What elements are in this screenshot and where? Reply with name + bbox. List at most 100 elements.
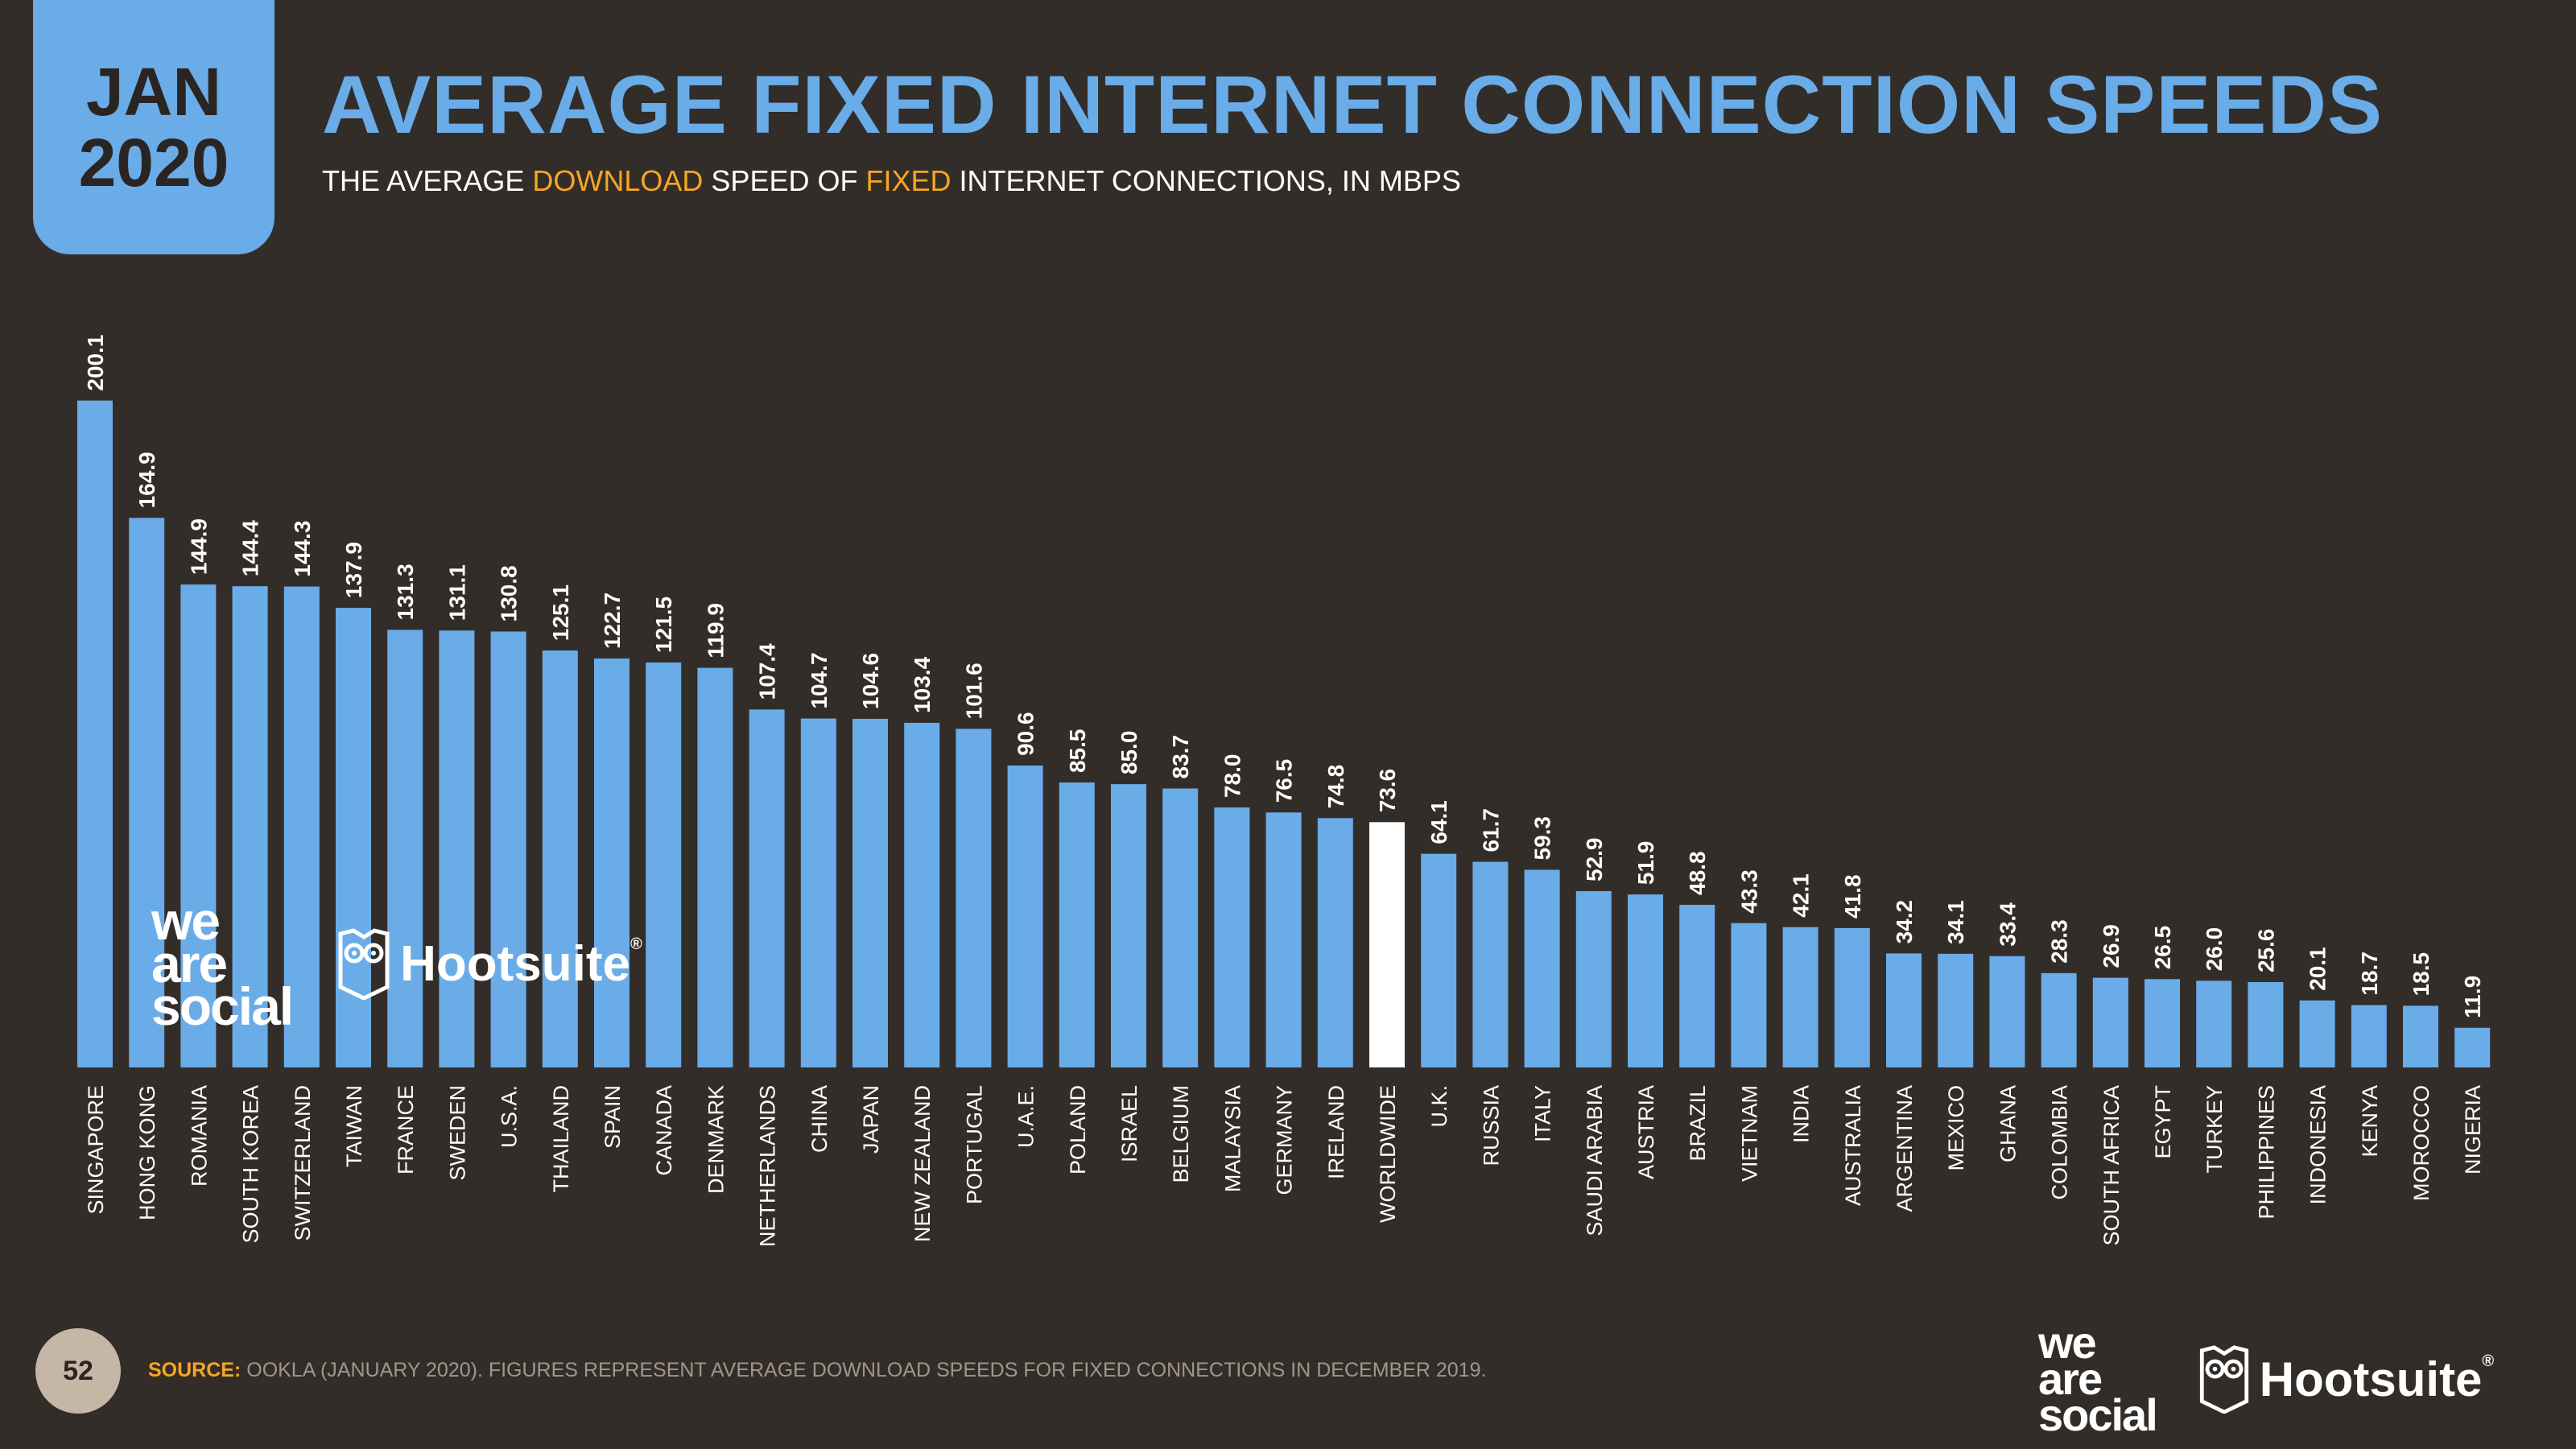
bar-china [800,718,836,1067]
bar-thailand [542,650,578,1067]
category-label-sweden: SWEDEN [445,1085,469,1181]
bar-hong-kong [129,518,165,1067]
bar-singapore [77,400,113,1067]
value-label-egypt: 26.5 [2150,926,2175,970]
page-title: AVERAGE FIXED INTERNET CONNECTION SPEEDS [322,59,2384,151]
value-label-malaysia: 78.0 [1220,754,1245,799]
category-label-u-s-a: U.S.A. [497,1085,522,1148]
footer-registered-mark: ® [2482,1352,2495,1371]
value-label-u-k: 64.1 [1426,800,1451,844]
category-label-belgium: BELGIUM [1169,1085,1193,1183]
bar-ireland [1317,818,1353,1067]
value-label-germany: 76.5 [1272,759,1297,803]
bar-kenya [2351,1005,2387,1067]
category-label-france: FRANCE [394,1085,418,1174]
bar-france [387,630,423,1067]
category-label-netherlands: NETHERLANDS [756,1085,780,1247]
category-label-singapore: SINGAPORE [84,1085,108,1215]
owl-icon [338,928,390,1001]
bar-israel [1111,784,1146,1067]
we-are-social-word-1: we [151,891,221,951]
subtitle-part-2: SPEED OF [703,164,866,197]
bar-taiwan [336,608,371,1067]
value-label-brazil: 48.8 [1685,851,1710,895]
subtitle-part-1: THE AVERAGE [322,164,533,197]
category-label-u-k: U.K. [1427,1085,1451,1128]
bar-morocco [2403,1005,2438,1067]
bar-india [1782,927,1818,1067]
category-label-portugal: PORTUGAL [962,1085,986,1204]
bar-netherlands [749,709,785,1067]
value-label-vietnam: 43.3 [1736,869,1761,914]
value-label-morocco: 18.5 [2409,952,2434,997]
category-label-vietnam: VIETNAM [1737,1085,1761,1182]
bar-philippines [2248,982,2284,1067]
we-are-social-word-3: social [151,976,294,1036]
bar-denmark [697,667,733,1067]
category-label-israel: ISRAEL [1117,1085,1141,1162]
category-label-turkey: TURKEY [2202,1085,2227,1174]
bar-vietnam [1731,923,1767,1067]
bar-ghana [1989,956,2025,1067]
category-label-ghana: GHANA [1996,1085,2020,1162]
category-label-poland: POLAND [1066,1085,1090,1174]
footer-we-are-social-word-3: social [2038,1389,2158,1440]
value-label-ireland: 74.8 [1323,765,1348,809]
value-label-portugal: 101.6 [961,663,986,719]
category-label-germany: GERMANY [1273,1085,1297,1195]
bar-new-zealand [904,722,940,1067]
value-label-kenya: 18.7 [2357,952,2382,996]
footer-owl-icon [2199,1345,2248,1414]
bar-sweden [439,630,475,1067]
value-label-thailand: 125.1 [548,584,573,641]
we-are-social-logo: we are social [151,891,294,1036]
value-label-france: 131.3 [393,564,418,620]
value-label-turkey: 26.0 [2202,927,2227,972]
value-label-philippines: 25.6 [2253,929,2278,973]
bar-argentina [1886,953,1922,1067]
value-label-nigeria: 11.9 [2460,976,2485,1018]
value-label-south-korea: 144.4 [238,520,263,576]
value-label-colombia: 28.3 [2047,919,2072,964]
value-label-italy: 59.3 [1530,816,1555,861]
bar-saudi-arabia [1575,890,1612,1067]
value-label-austria: 51.9 [1633,841,1658,886]
bar-indonesia [2299,1000,2335,1067]
bar-australia [1834,927,1870,1067]
value-label-argentina: 34.2 [1892,900,1917,944]
category-label-brazil: BRAZIL [1686,1085,1710,1162]
value-label-saudi-arabia: 52.9 [1582,837,1607,881]
bar-egypt [2145,979,2180,1067]
category-label-indonesia: INDONESIA [2306,1085,2330,1205]
bar-turkey [2196,980,2232,1067]
bar-mexico [1938,953,1974,1067]
page-subtitle: THE AVERAGE DOWNLOAD SPEED OF FIXED INTE… [322,164,1461,198]
value-label-mexico: 34.1 [1943,900,1968,944]
category-label-australia: AUSTRALIA [1841,1085,1865,1206]
value-label-denmark: 119.9 [703,603,728,658]
bar-portugal [956,729,992,1067]
value-label-sweden: 131.1 [444,564,469,621]
chart-brand-logos: we are social Hootsuite ® [151,891,642,1036]
category-label-austria: AUSTRIA [1634,1085,1658,1179]
date-badge: JAN 2020 [33,0,275,254]
value-label-u-s-a: 130.8 [497,565,522,621]
category-label-canada: CANADA [652,1085,676,1176]
category-label-morocco: MOROCCO [2409,1085,2434,1201]
category-label-nigeria: NIGERIA [2461,1085,2485,1174]
category-label-kenya: KENYA [2358,1085,2382,1158]
value-label-japan: 104.6 [858,653,883,709]
value-label-netherlands: 107.4 [755,643,780,700]
category-label-russia: RUSSIA [1479,1085,1503,1166]
bar-spain [594,658,630,1067]
value-label-israel: 85.0 [1117,731,1141,775]
bar-canada [646,662,682,1067]
bar-south-korea [232,586,268,1067]
value-label-spain: 122.7 [600,592,625,649]
value-label-china: 104.7 [807,652,832,708]
value-label-canada: 121.5 [651,597,676,653]
bar-russia [1472,861,1509,1067]
bar-u-a-e [1007,765,1043,1067]
bar-japan [852,718,888,1067]
